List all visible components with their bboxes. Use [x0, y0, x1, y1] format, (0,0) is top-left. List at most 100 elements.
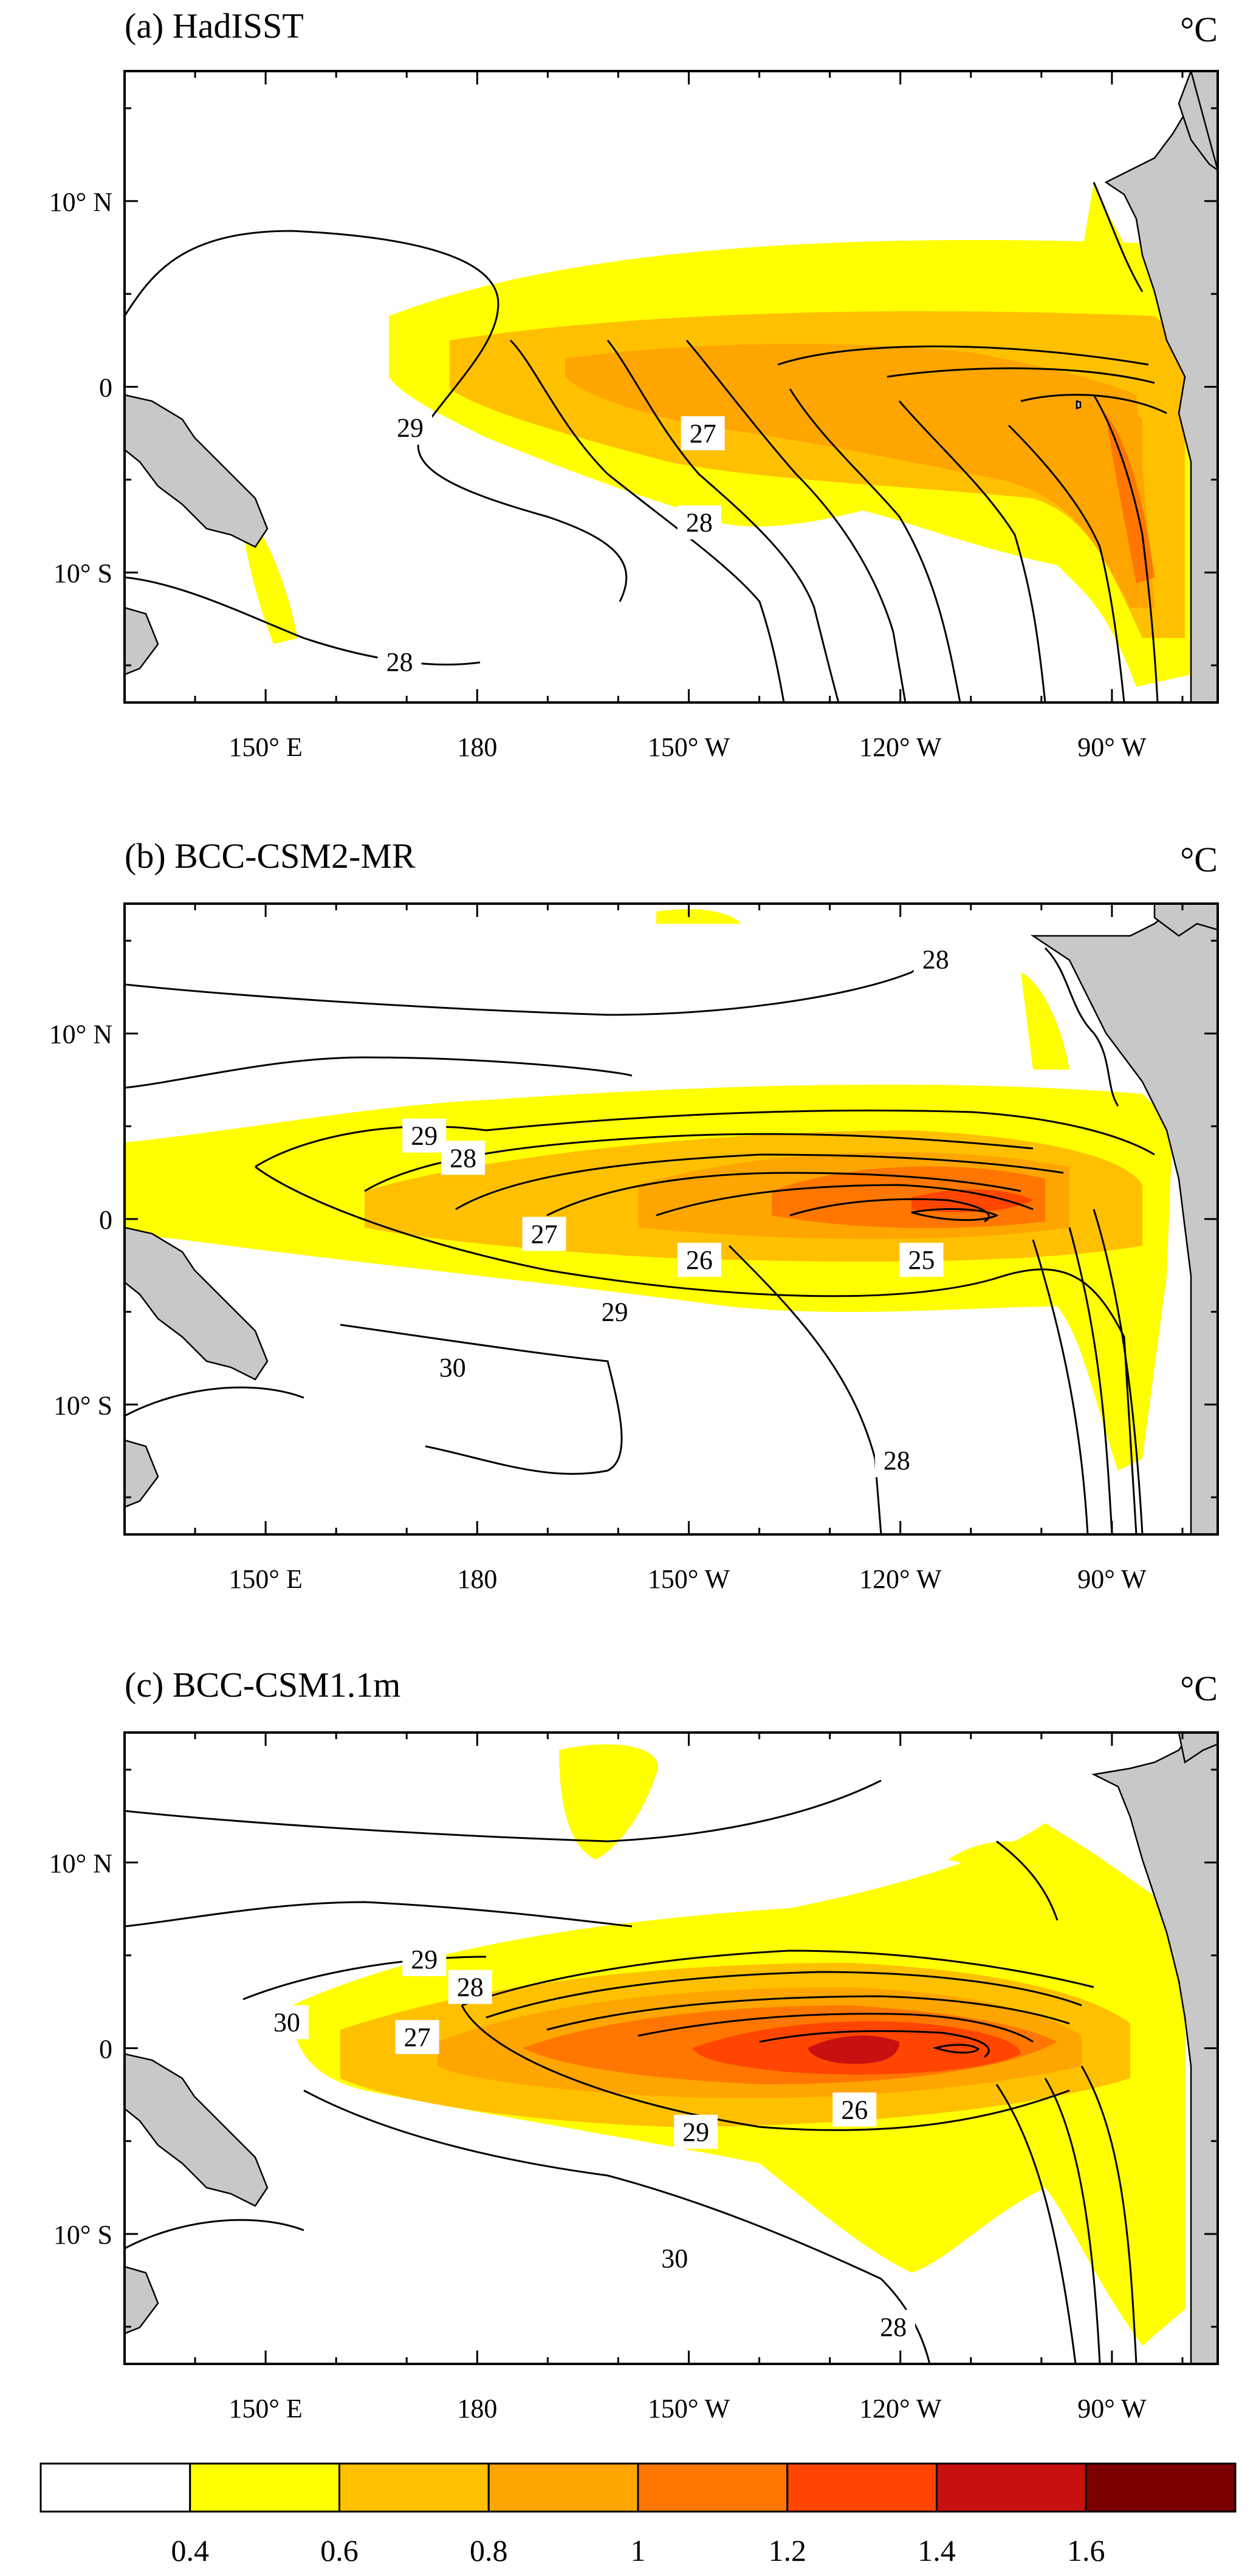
x-tick-label: 90° W	[1077, 732, 1147, 762]
y-tick-label: 0	[99, 373, 112, 403]
contour-label-text: 28	[686, 508, 713, 538]
x-tick-label: 150° W	[648, 1564, 730, 1594]
land-b	[125, 904, 1218, 1534]
panel-c-unit: °C	[1180, 1669, 1218, 1708]
panel-b-ticks	[125, 904, 1218, 1534]
y-tick-label: 0	[99, 1205, 112, 1235]
contour-label: 30	[430, 1350, 475, 1385]
panel-a-ticks	[125, 71, 1218, 702]
contour-label: 25	[899, 1243, 944, 1277]
contour-label-text: 26	[686, 1245, 713, 1275]
colorbar-tick-label: 0.4	[171, 2533, 210, 2567]
colorbar-tick-label: 0.6	[320, 2533, 359, 2567]
x-tick-label: 120° W	[859, 732, 942, 762]
contour-label-bg	[395, 2020, 439, 2055]
y-tick-label: 10° S	[53, 558, 112, 588]
panel-c-tick-labels: 150° E 180 150° W 120° W 90° W 10° N 0 10° S	[49, 1849, 1147, 2423]
y-tick-label: 0	[99, 2035, 112, 2064]
contour-label: 29	[402, 1942, 447, 1976]
contour-label-bg	[874, 1443, 919, 1477]
land-a	[125, 71, 1218, 702]
contour-label-bg	[681, 416, 725, 450]
contour-label-bg	[402, 1118, 447, 1153]
contour-label-text: 27	[531, 1219, 558, 1249]
contour-label-text: 29	[397, 413, 424, 443]
contour-label: 28	[874, 1443, 919, 1477]
panel-b: (b) BCC-CSM2-MR °C	[49, 836, 1219, 1594]
contour-labels-c: 29 28 30 27 29 26 30 28	[264, 1942, 916, 2344]
contour-label-text: 27	[690, 419, 716, 448]
y-tick-label: 10° N	[49, 1020, 112, 1049]
contour-label: 29	[402, 1118, 447, 1153]
contour-label-bg	[592, 1294, 637, 1329]
x-tick-label: 90° W	[1077, 2394, 1147, 2423]
colorbar-box	[338, 2462, 490, 2513]
colorbar-box	[637, 2462, 789, 2513]
contour-label-text: 30	[439, 1353, 466, 1382]
panel-a-title: (a) HadISST	[125, 6, 304, 46]
panel-c-ticks	[125, 1733, 1218, 2364]
contour-label: 27	[522, 1217, 566, 1251]
colorbar-box	[189, 2462, 340, 2513]
contour-label-text: 30	[273, 2008, 300, 2038]
contour-label-bg	[377, 644, 422, 679]
contour-label: 29	[388, 410, 433, 445]
contour-label: 26	[677, 1243, 721, 1277]
contour-label-text: 29	[682, 2117, 709, 2147]
contour-label: 28	[677, 505, 721, 540]
panel-a-unit: °C	[1180, 10, 1218, 49]
contour-label: 30	[653, 2241, 697, 2275]
contour-label-bg	[674, 2115, 718, 2149]
contour-label-bg	[522, 1217, 566, 1251]
contour-label: 29	[674, 2115, 718, 2149]
x-tick-label: 120° W	[859, 1564, 942, 1594]
contour-labels-a: 29 27 28 28	[377, 410, 725, 679]
contour-label: 28	[441, 1141, 486, 1175]
contour-label: 27	[395, 2020, 439, 2055]
contour-label-bg	[871, 2309, 916, 2344]
contour-label: 27	[681, 416, 725, 450]
colorbar-tick-label: 1.2	[769, 2533, 807, 2567]
contour-label-bg	[441, 1141, 486, 1175]
colorbar-box	[39, 2462, 191, 2513]
panel-c: (c) BCC-CSM1.1m °C	[49, 1665, 1219, 2423]
x-tick-label: 90° W	[1077, 1564, 1147, 1594]
contour-label: 26	[832, 2092, 877, 2127]
panel-a-tick-labels: 150° E 180 150° W 120° W 90° W 10° N 0 10° S	[49, 187, 1147, 762]
contour-label-bg	[913, 942, 958, 977]
contour-label-text: 28	[386, 647, 413, 677]
contour-label-bg	[448, 1970, 492, 2004]
contour-label-text: 29	[602, 1297, 628, 1327]
x-tick-label: 120° W	[859, 2394, 942, 2423]
contour-label-text: 26	[841, 2095, 868, 2124]
x-tick-label: 150° W	[648, 732, 730, 762]
contour-label-bg	[653, 2241, 697, 2275]
contour-label-bg	[264, 2005, 309, 2039]
colorbar-box	[786, 2462, 938, 2513]
colorbar-box	[1085, 2462, 1237, 2513]
y-tick-label: 10° N	[49, 1849, 112, 1878]
contour-label-text: 27	[404, 2022, 431, 2052]
contour-labels-b: 28 29 28 27 26 25 29 30 28	[402, 942, 958, 1477]
contours-c	[125, 1779, 1138, 2364]
x-tick-label: 180	[457, 1564, 497, 1594]
contour-label-bg	[430, 1350, 475, 1385]
contour-label-bg	[832, 2092, 877, 2127]
colorbar-boxes	[39, 2462, 1237, 2513]
contour-label-text: 25	[908, 1245, 935, 1275]
contour-label-bg	[402, 1942, 447, 1976]
contour-label: 28	[448, 1970, 492, 2004]
y-tick-label: 10° S	[53, 1390, 112, 1420]
contour-label-bg	[677, 505, 721, 540]
panel-a: (a) HadISST °C	[49, 6, 1219, 762]
contour-label-text: 28	[922, 945, 949, 975]
x-tick-label: 180	[457, 2394, 497, 2423]
contour-label: 28	[377, 644, 422, 679]
contours-b	[125, 947, 1155, 1534]
contour-label: 30	[264, 2005, 309, 2039]
colorbar-tick-label: 0.8	[470, 2533, 508, 2567]
contour-label-text: 28	[880, 2312, 907, 2342]
contour-label-text: 30	[661, 2244, 688, 2273]
contour-label-text: 28	[450, 1143, 476, 1173]
